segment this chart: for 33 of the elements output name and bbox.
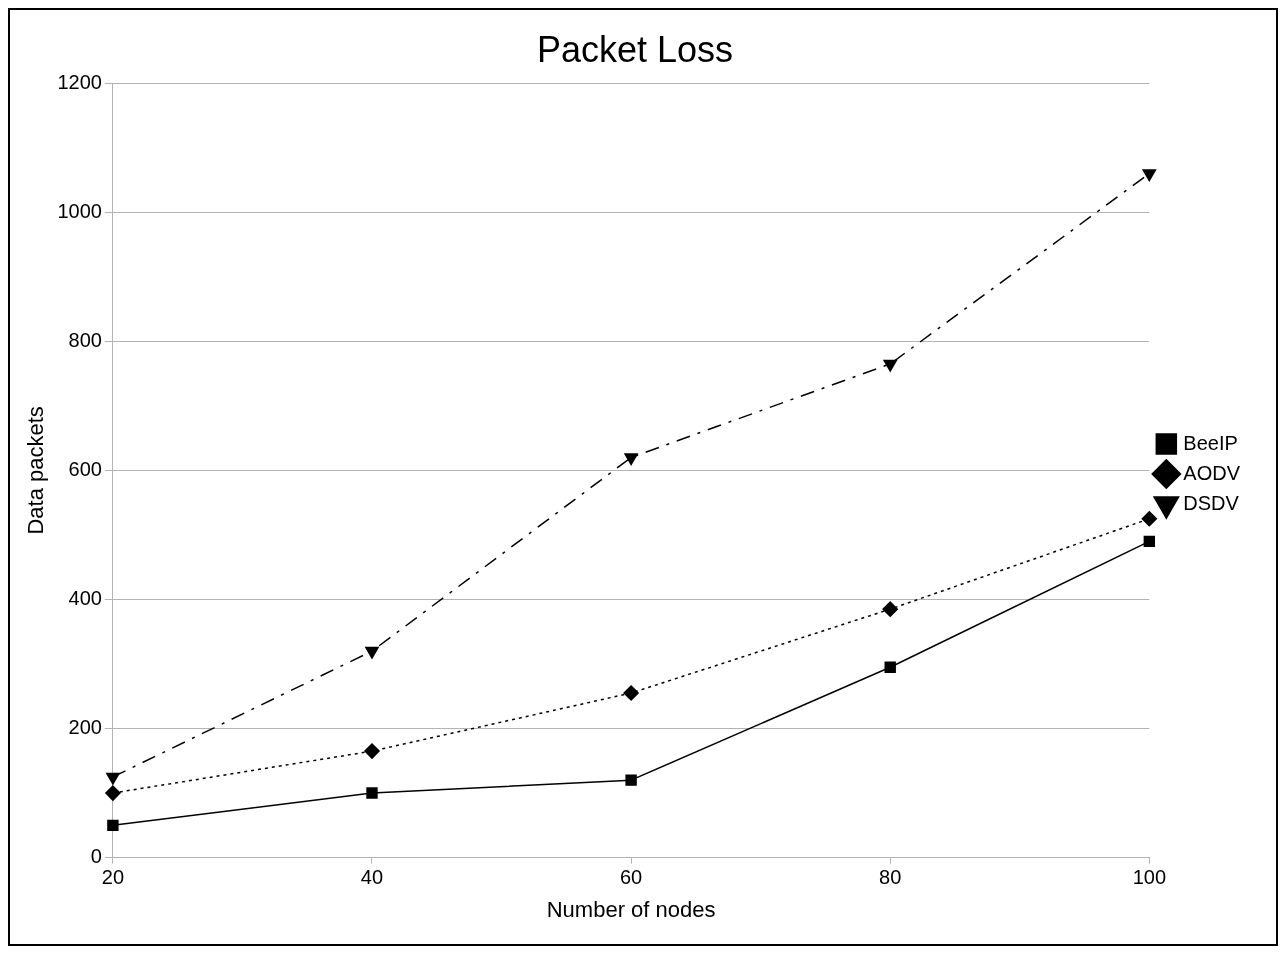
y-tick-label: 1000 bbox=[57, 199, 102, 222]
point bbox=[625, 774, 637, 786]
legend-label: BeeIP bbox=[1183, 431, 1238, 454]
point bbox=[107, 819, 119, 832]
point bbox=[884, 661, 896, 673]
y-tick-label: 600 bbox=[68, 457, 102, 480]
point bbox=[1142, 169, 1157, 182]
point bbox=[1141, 511, 1158, 527]
legend-label: DSDV bbox=[1183, 491, 1240, 514]
point bbox=[366, 787, 378, 799]
y-tick-label: 200 bbox=[68, 716, 102, 739]
x-tick-label: 40 bbox=[360, 866, 384, 889]
x-axis-title: Number of nodes bbox=[546, 896, 716, 922]
point bbox=[623, 685, 639, 701]
x-tick-label: 100 bbox=[1132, 866, 1167, 889]
point bbox=[882, 601, 898, 617]
y-tick-label: 1200 bbox=[57, 70, 102, 93]
point bbox=[883, 359, 898, 372]
legend-label: AODV bbox=[1183, 461, 1241, 484]
y-tick-label: 800 bbox=[68, 328, 102, 351]
point bbox=[106, 772, 120, 785]
point bbox=[365, 646, 379, 659]
point bbox=[105, 785, 121, 801]
point bbox=[624, 453, 638, 466]
point bbox=[1143, 535, 1156, 548]
chart-title: Packet Loss bbox=[536, 28, 734, 70]
x-tick-label: 60 bbox=[619, 866, 643, 889]
y-tick-label: 400 bbox=[68, 586, 102, 609]
x-tick-label: 20 bbox=[101, 866, 125, 889]
point bbox=[364, 743, 380, 759]
y-axis-title: Data packets bbox=[23, 406, 49, 535]
x-tick-label: 80 bbox=[879, 866, 902, 889]
y-tick-label: 0 bbox=[90, 845, 102, 868]
